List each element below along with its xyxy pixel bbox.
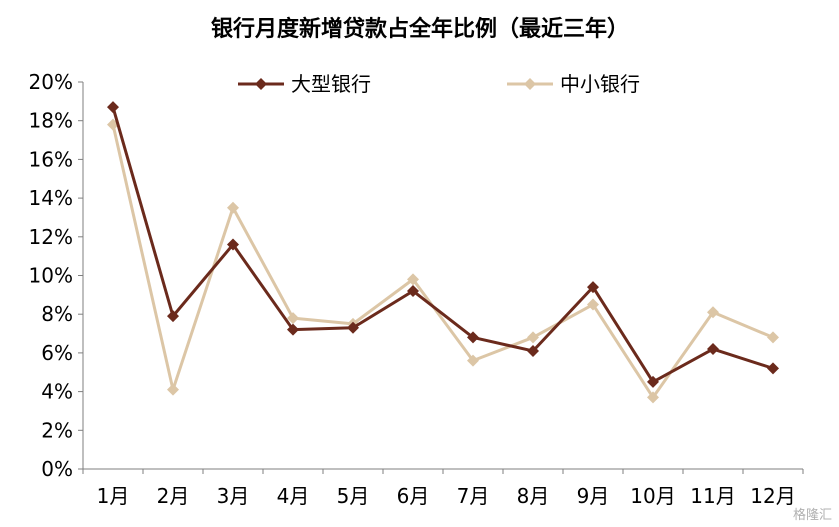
data-point-marker xyxy=(407,273,419,286)
data-point-marker xyxy=(107,101,119,114)
data-point-marker xyxy=(767,362,779,375)
y-tick-label: 10% xyxy=(29,264,73,288)
y-tick-label: 16% xyxy=(29,147,73,171)
data-point-marker xyxy=(587,298,599,311)
data-point-marker xyxy=(227,238,239,251)
x-tick-label: 2月 xyxy=(157,484,190,508)
x-tick-label: 3月 xyxy=(217,484,250,508)
x-tick-label: 6月 xyxy=(397,484,430,508)
data-point-marker xyxy=(287,312,299,325)
y-tick-label: 18% xyxy=(29,109,73,133)
y-tick-label: 14% xyxy=(29,186,73,210)
y-tick-label: 6% xyxy=(41,341,73,365)
data-point-marker xyxy=(647,375,659,388)
x-tick-label: 11月 xyxy=(690,484,735,508)
series-1 xyxy=(107,101,779,388)
x-tick-label: 1月 xyxy=(97,484,130,508)
data-point-marker xyxy=(287,323,299,336)
data-point-marker xyxy=(467,331,479,344)
y-tick-label: 8% xyxy=(41,302,73,326)
series-line xyxy=(111,124,774,399)
legend-swatch-marker xyxy=(255,78,267,90)
data-point-marker xyxy=(227,201,239,214)
x-tick-label: 4月 xyxy=(277,484,310,508)
data-point-marker xyxy=(647,391,659,404)
series-2 xyxy=(107,118,779,404)
data-point-marker xyxy=(587,281,599,294)
data-point-marker xyxy=(167,383,179,396)
data-point-marker xyxy=(407,284,419,297)
data-point-marker xyxy=(527,331,539,344)
data-point-marker xyxy=(527,344,539,357)
data-point-marker xyxy=(347,321,359,334)
y-tick-label: 0% xyxy=(41,457,73,481)
legend-label: 中小银行 xyxy=(560,72,640,96)
y-tick-label: 2% xyxy=(41,418,73,442)
y-tick-label: 12% xyxy=(29,225,73,249)
watermark-text: 格隆汇 xyxy=(793,507,832,523)
x-tick-label: 5月 xyxy=(337,484,370,508)
y-tick-label: 4% xyxy=(41,380,73,404)
chart-title: 银行月度新增贷款占全年比例（最近三年） xyxy=(211,16,629,42)
x-tick-label: 9月 xyxy=(577,484,610,508)
data-point-marker xyxy=(707,343,719,356)
series-line xyxy=(111,106,774,384)
data-point-marker xyxy=(467,354,479,367)
data-point-marker xyxy=(767,331,779,344)
x-tick-label: 7月 xyxy=(457,484,490,508)
data-point-marker xyxy=(707,306,719,319)
legend-item: 中小银行 xyxy=(507,72,640,96)
legend: 大型银行 中小银行 xyxy=(238,72,640,96)
legend-item: 大型银行 xyxy=(238,72,371,96)
y-tick-label: 20% xyxy=(29,70,73,94)
x-tick-label: 8月 xyxy=(517,484,550,508)
axes: 0% 2% 4% 6% 8% 10% 12% 14% 16% 18% 20% 1月 2月 3月 4月 5月 6月… xyxy=(29,70,804,508)
x-tick-label: 10月 xyxy=(630,484,675,508)
x-tick-label: 12月 xyxy=(750,484,795,508)
legend-swatch-marker xyxy=(524,78,536,90)
series-lines xyxy=(107,101,779,404)
data-point-marker xyxy=(167,310,179,323)
legend-label: 大型银行 xyxy=(291,72,371,96)
